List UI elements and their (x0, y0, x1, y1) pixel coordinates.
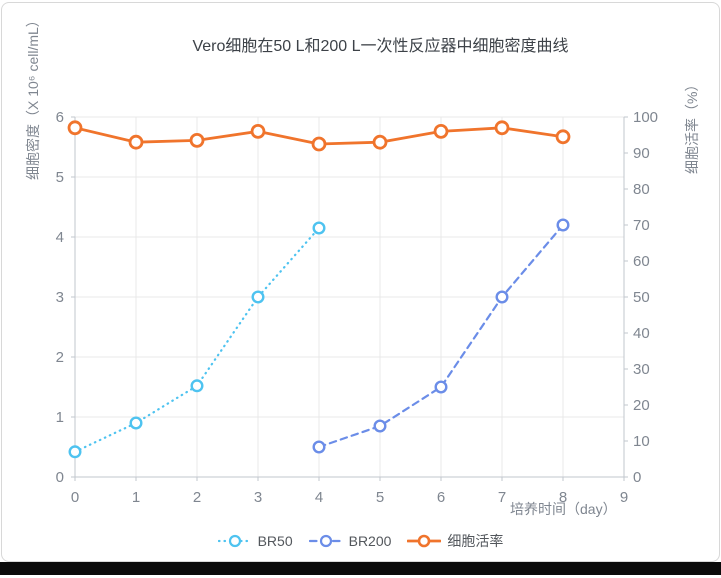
svg-text:0: 0 (56, 469, 64, 486)
svg-text:5: 5 (376, 489, 384, 506)
svg-text:10: 10 (633, 433, 650, 450)
br50-line-marker-icon (217, 534, 252, 548)
svg-text:3: 3 (254, 489, 262, 506)
viability-line-marker-icon (407, 534, 442, 548)
svg-text:9: 9 (620, 489, 628, 506)
svg-text:4: 4 (56, 229, 64, 246)
svg-text:2: 2 (193, 489, 201, 506)
svg-text:2: 2 (56, 349, 64, 366)
bottom-black-bar (0, 562, 721, 575)
svg-text:4: 4 (315, 489, 323, 506)
svg-text:0: 0 (633, 469, 641, 486)
legend-label: 细胞活率 (447, 533, 504, 549)
svg-text:8: 8 (559, 489, 567, 506)
legend: BR50 BR200 细胞活率 (2, 531, 719, 551)
x-axis-title: 培养时间（day） (510, 501, 617, 517)
br200-line-marker-icon (308, 534, 343, 548)
legend-item-br50[interactable]: BR50 (217, 533, 293, 549)
svg-text:100: 100 (633, 109, 658, 126)
svg-text:0: 0 (71, 489, 79, 506)
svg-text:20: 20 (633, 397, 650, 414)
svg-text:3: 3 (56, 289, 64, 306)
legend-item-br200[interactable]: BR200 (308, 533, 392, 549)
svg-text:6: 6 (437, 489, 445, 506)
svg-text:70: 70 (633, 217, 650, 234)
svg-text:90: 90 (633, 145, 650, 162)
svg-text:5: 5 (56, 169, 64, 186)
svg-text:80: 80 (633, 181, 650, 198)
svg-text:50: 50 (633, 289, 650, 306)
svg-text:7: 7 (498, 489, 506, 506)
legend-label: BR200 (348, 533, 392, 549)
svg-text:1: 1 (132, 489, 140, 506)
svg-text:6: 6 (56, 109, 64, 126)
svg-text:60: 60 (633, 253, 650, 270)
legend-item-viability[interactable]: 细胞活率 (407, 531, 503, 551)
svg-text:30: 30 (633, 361, 650, 378)
legend-label: BR50 (257, 533, 293, 549)
svg-text:40: 40 (633, 325, 650, 342)
svg-text:1: 1 (56, 409, 64, 426)
chart-title: Vero细胞在50 L和200 L一次性反应器中细胞密度曲线 (192, 38, 569, 55)
